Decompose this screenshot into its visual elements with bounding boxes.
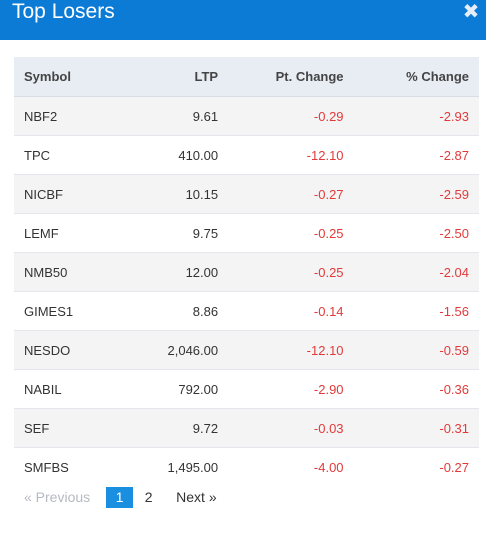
table-row: NABIL 792.00 -2.90 -0.36 xyxy=(14,369,479,409)
cell-pct-change: -0.36 xyxy=(353,369,479,409)
header-pt-change[interactable]: Pt. Change xyxy=(228,57,354,97)
cell-pt-change: -0.25 xyxy=(228,213,354,253)
table-row: NMB50 12.00 -0.25 -2.04 xyxy=(14,252,479,292)
cell-ltp: 9.72 xyxy=(111,408,229,448)
losers-table: Symbol LTP Pt. Change % Change NBF2 9.61… xyxy=(14,57,479,486)
cell-symbol: SMFBS xyxy=(14,447,112,486)
pagination: « Previous 1 2 Next » xyxy=(24,486,217,508)
cell-pt-change: -0.27 xyxy=(228,174,354,214)
cell-pct-change: -1.56 xyxy=(353,291,479,331)
cell-ltp: 410.00 xyxy=(111,135,229,175)
header-symbol[interactable]: Symbol xyxy=(14,57,112,97)
header-pct-change[interactable]: % Change xyxy=(353,57,479,97)
cell-ltp: 9.75 xyxy=(111,213,229,253)
cell-pct-change: -0.59 xyxy=(353,330,479,370)
cell-pt-change: -0.25 xyxy=(228,252,354,292)
cell-ltp: 792.00 xyxy=(111,369,229,409)
cell-symbol: NMB50 xyxy=(14,252,112,292)
next-page-link[interactable]: Next » xyxy=(176,489,217,505)
cell-pt-change: -0.03 xyxy=(228,408,354,448)
cell-pct-change: -2.04 xyxy=(353,252,479,292)
cell-symbol: TPC xyxy=(14,135,112,175)
cell-pt-change: -4.00 xyxy=(228,447,354,486)
cell-pct-change: -2.50 xyxy=(353,213,479,253)
cell-ltp: 12.00 xyxy=(111,252,229,292)
cell-ltp: 9.61 xyxy=(111,96,229,136)
cell-symbol: NBF2 xyxy=(14,96,112,136)
cell-symbol: GIMES1 xyxy=(14,291,112,331)
cell-pct-change: -0.27 xyxy=(353,447,479,486)
cell-symbol: SEF xyxy=(14,408,112,448)
cell-pct-change: -2.59 xyxy=(353,174,479,214)
table-row: GIMES1 8.86 -0.14 -1.56 xyxy=(14,291,479,331)
cell-ltp: 8.86 xyxy=(111,291,229,331)
cell-ltp: 10.15 xyxy=(111,174,229,214)
cell-pt-change: -12.10 xyxy=(228,330,354,370)
header-row: Symbol LTP Pt. Change % Change xyxy=(14,57,479,97)
table-row: NICBF 10.15 -0.27 -2.59 xyxy=(14,174,479,214)
cell-pct-change: -2.93 xyxy=(353,96,479,136)
losers-table-container: Symbol LTP Pt. Change % Change NBF2 9.61… xyxy=(14,57,479,486)
table-row: LEMF 9.75 -0.25 -2.50 xyxy=(14,213,479,253)
cell-pt-change: -2.90 xyxy=(228,369,354,409)
page-2-button[interactable]: 2 xyxy=(144,488,153,505)
cell-pt-change: -12.10 xyxy=(228,135,354,175)
page-1-button[interactable]: 1 xyxy=(106,486,134,508)
table-row: NBF2 9.61 -0.29 -2.93 xyxy=(14,96,479,136)
cell-symbol: NABIL xyxy=(14,369,112,409)
table-row: NESDO 2,046.00 -12.10 -0.59 xyxy=(14,330,479,370)
header-ltp[interactable]: LTP xyxy=(111,57,229,97)
cell-ltp: 1,495.00 xyxy=(111,447,229,486)
cell-pt-change: -0.29 xyxy=(228,96,354,136)
table-row: TPC 410.00 -12.10 -2.87 xyxy=(14,135,479,175)
previous-page-link[interactable]: « Previous xyxy=(24,489,91,505)
cell-pct-change: -0.31 xyxy=(353,408,479,448)
cell-ltp: 2,046.00 xyxy=(111,330,229,370)
table-row: SMFBS 1,495.00 -4.00 -0.27 xyxy=(14,447,479,486)
modal-title: Top Losers xyxy=(12,0,115,23)
modal-header: Top Losers ✖ xyxy=(0,0,486,40)
table-row: SEF 9.72 -0.03 -0.31 xyxy=(14,408,479,448)
cell-symbol: NICBF xyxy=(14,174,112,214)
table-header: Symbol LTP Pt. Change % Change xyxy=(14,57,479,97)
table-body: NBF2 9.61 -0.29 -2.93 TPC 410.00 -12.10 … xyxy=(14,96,479,486)
cell-pt-change: -0.14 xyxy=(228,291,354,331)
cell-symbol: LEMF xyxy=(14,213,112,253)
cell-pct-change: -2.87 xyxy=(353,135,479,175)
cell-symbol: NESDO xyxy=(14,330,112,370)
close-icon[interactable]: ✖ xyxy=(462,1,480,23)
